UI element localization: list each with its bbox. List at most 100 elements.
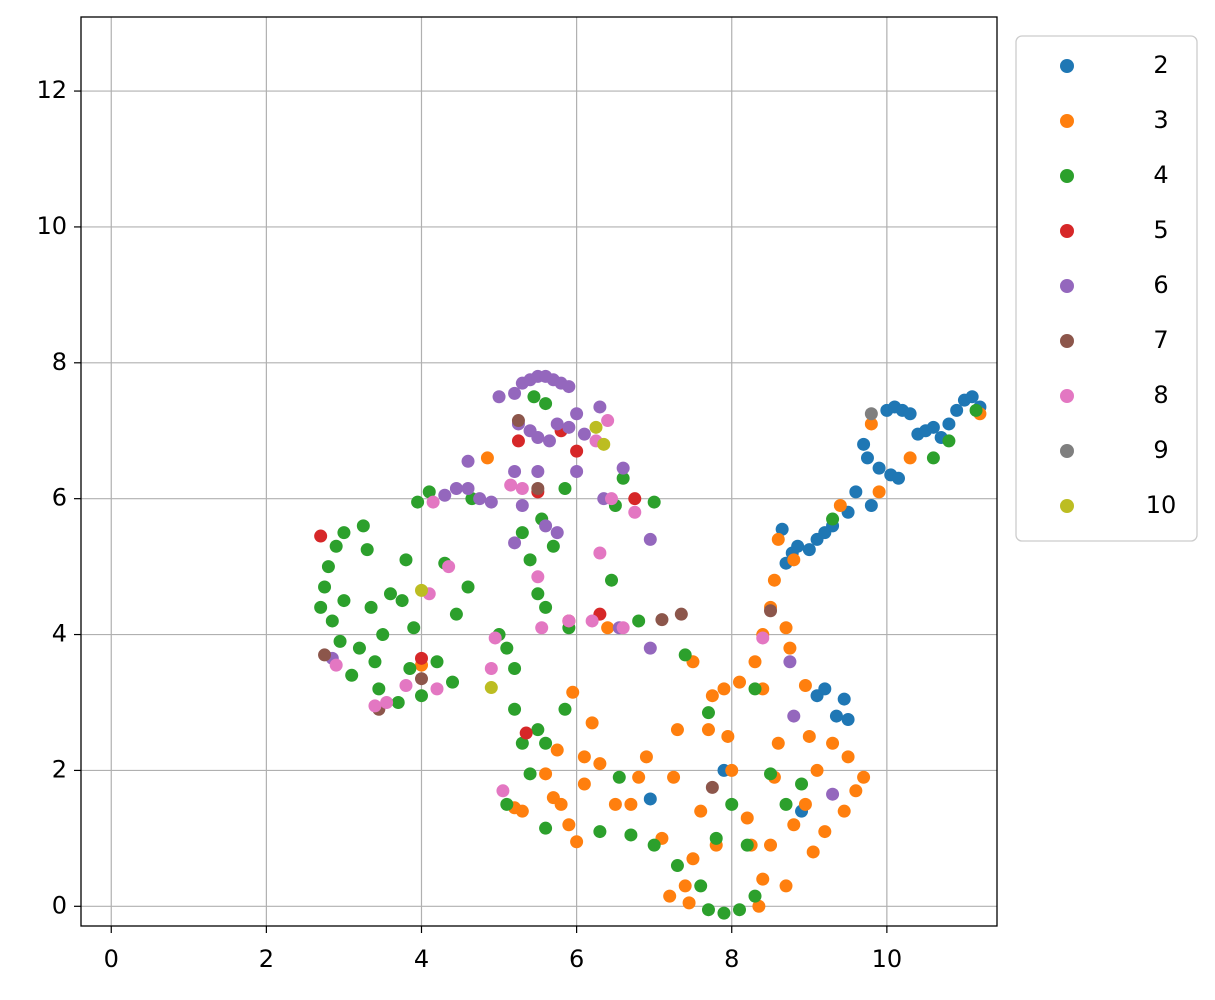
point <box>647 838 661 852</box>
point <box>891 471 905 485</box>
point <box>314 600 328 614</box>
point <box>360 543 374 557</box>
point <box>601 414 615 428</box>
point <box>833 498 847 512</box>
point <box>570 444 584 458</box>
point <box>605 573 619 587</box>
y-tick-label: 0 <box>52 891 67 919</box>
point <box>674 607 688 621</box>
point <box>717 906 731 920</box>
point <box>577 777 591 791</box>
point <box>748 889 762 903</box>
point <box>380 695 394 709</box>
point <box>531 570 545 584</box>
point <box>399 679 413 693</box>
point <box>616 621 630 635</box>
point <box>605 492 619 506</box>
point <box>480 451 494 465</box>
point <box>950 403 964 417</box>
point <box>593 400 607 414</box>
point <box>461 481 475 495</box>
point <box>558 481 572 495</box>
point <box>705 689 719 703</box>
point <box>562 420 576 434</box>
point <box>624 828 638 842</box>
point <box>337 594 351 608</box>
point <box>732 675 746 689</box>
legend-marker <box>1060 59 1074 73</box>
point <box>721 729 735 743</box>
point <box>511 414 525 428</box>
point <box>597 437 611 451</box>
point <box>411 495 425 509</box>
point <box>756 631 770 645</box>
point <box>577 427 591 441</box>
plot-frame <box>80 16 998 927</box>
legend-marker <box>1060 499 1074 513</box>
point <box>926 451 940 465</box>
y-tick-label: 4 <box>52 620 67 648</box>
point <box>414 689 428 703</box>
point <box>414 583 428 597</box>
point <box>779 621 793 635</box>
point <box>942 434 956 448</box>
point <box>872 485 886 499</box>
point <box>508 662 522 676</box>
point <box>438 488 452 502</box>
point <box>531 481 545 495</box>
point <box>616 471 630 485</box>
point <box>504 478 518 492</box>
point <box>624 797 638 811</box>
point <box>500 641 514 655</box>
point <box>806 845 820 859</box>
point <box>694 879 708 893</box>
legend-label: 6 <box>1153 271 1168 299</box>
legend-marker <box>1060 334 1074 348</box>
point <box>395 594 409 608</box>
point <box>542 434 556 448</box>
point <box>508 386 522 400</box>
point <box>779 879 793 893</box>
point <box>837 804 851 818</box>
point <box>643 641 657 655</box>
point <box>694 804 708 818</box>
point <box>593 757 607 771</box>
point <box>756 872 770 886</box>
point <box>647 495 661 509</box>
legend-label: 4 <box>1153 161 1168 189</box>
point <box>857 770 871 784</box>
point <box>826 736 840 750</box>
point <box>771 736 785 750</box>
point <box>449 607 463 621</box>
point <box>810 763 824 777</box>
point <box>562 380 576 394</box>
point <box>391 695 405 709</box>
legend-marker <box>1060 279 1074 293</box>
point <box>701 706 715 720</box>
point <box>403 662 417 676</box>
point <box>449 481 463 495</box>
point <box>670 723 684 737</box>
point <box>546 539 560 553</box>
y-tick-label: 8 <box>52 348 67 376</box>
point <box>795 777 809 791</box>
point <box>442 560 456 574</box>
point <box>682 896 696 910</box>
x-tick-label: 10 <box>872 945 903 973</box>
point <box>783 655 797 669</box>
point <box>775 522 789 536</box>
point <box>589 420 603 434</box>
point <box>628 505 642 519</box>
point <box>798 679 812 693</box>
point <box>318 648 332 662</box>
x-tick-label: 4 <box>414 945 429 973</box>
legend-marker <box>1060 389 1074 403</box>
point <box>515 736 529 750</box>
legend-box <box>1015 35 1198 542</box>
point <box>771 532 785 546</box>
point <box>670 859 684 873</box>
legend-label: 10 <box>1146 491 1177 519</box>
point <box>515 481 529 495</box>
point <box>643 792 657 806</box>
point <box>539 767 553 781</box>
